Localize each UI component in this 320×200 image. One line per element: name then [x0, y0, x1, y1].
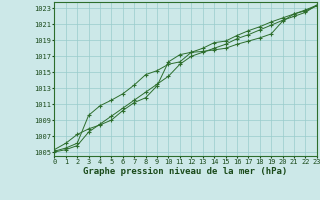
X-axis label: Graphe pression niveau de la mer (hPa): Graphe pression niveau de la mer (hPa) — [84, 167, 288, 176]
